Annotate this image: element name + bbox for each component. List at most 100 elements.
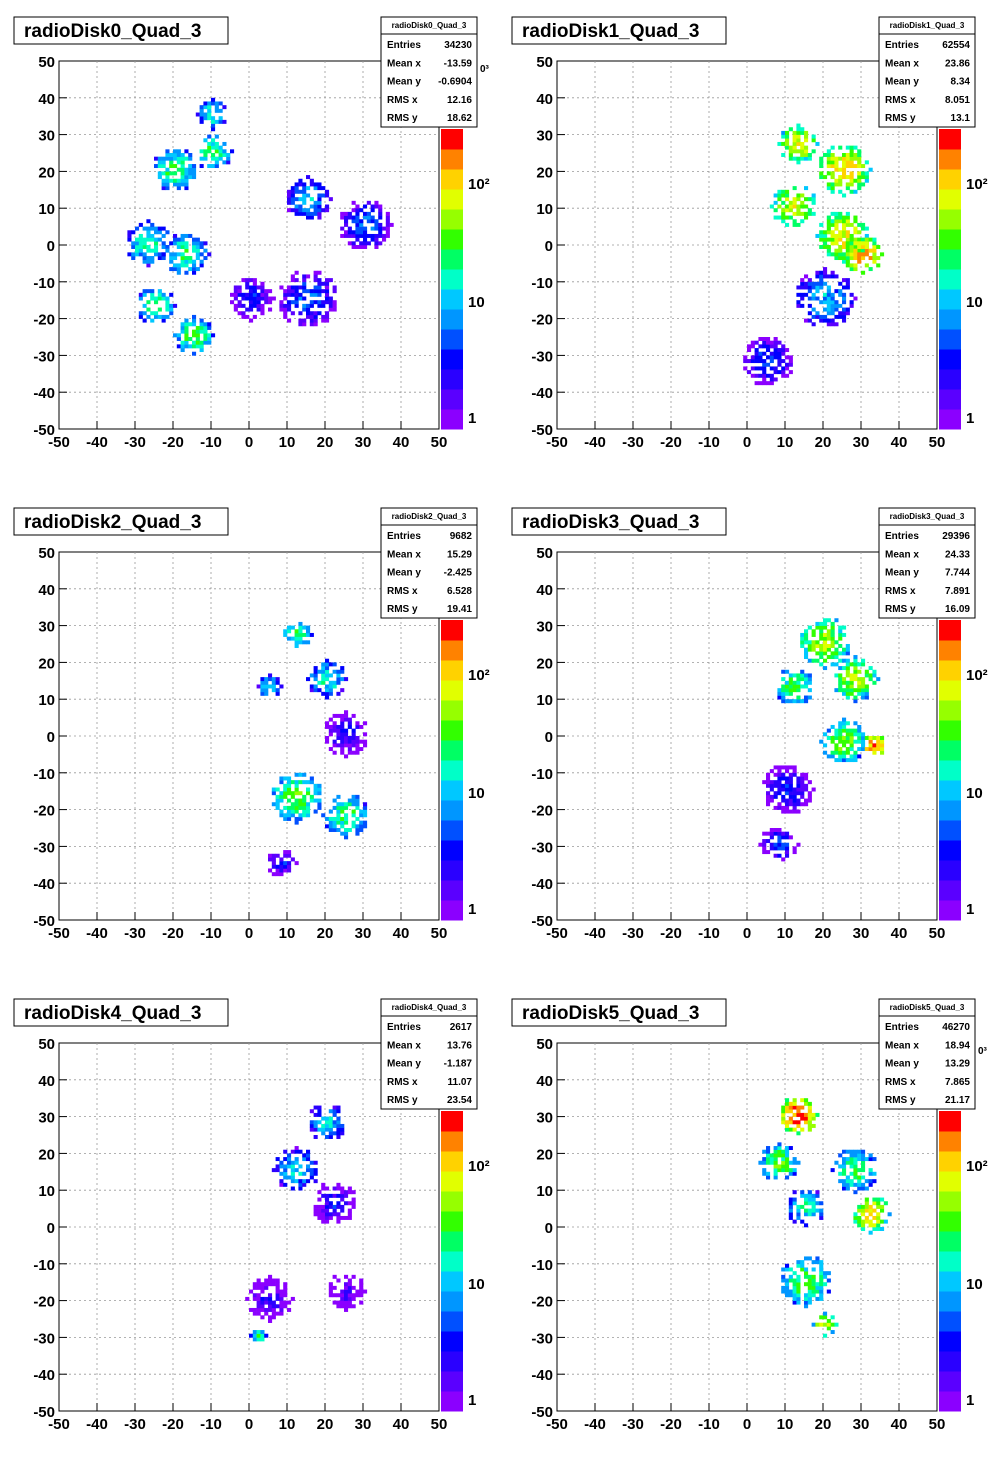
- heatmap-cell: [853, 695, 858, 700]
- heatmap-cell: [321, 1193, 326, 1198]
- heatmap-cell: [249, 318, 254, 323]
- heatmap-cell: [864, 178, 869, 183]
- heatmap-cell: [800, 1190, 805, 1195]
- heatmap-cell: [302, 1157, 307, 1162]
- heatmap-cell: [781, 1149, 786, 1154]
- palette-label: 1: [468, 901, 476, 918]
- heatmap-cell: [370, 233, 375, 238]
- heatmap-cell: [819, 314, 824, 319]
- heatmap-cell: [872, 736, 877, 740]
- heatmap-cell: [195, 329, 200, 334]
- heatmap-cell: [796, 285, 801, 290]
- heatmap-cell: [830, 636, 835, 641]
- heatmap-cell: [792, 1098, 797, 1103]
- heatmap-cell: [340, 831, 345, 836]
- heatmap-cell: [777, 370, 782, 375]
- heatmap-cell: [800, 673, 805, 678]
- heatmap-cell: [275, 787, 280, 792]
- heatmap-cell: [245, 296, 250, 301]
- stats-label: Mean y: [387, 1059, 421, 1070]
- heatmap-cell: [804, 787, 809, 792]
- heatmap-cell: [344, 1296, 349, 1301]
- heatmap-cell: [298, 621, 303, 626]
- heatmap-cell: [363, 824, 368, 829]
- heatmap-cell: [275, 1289, 280, 1294]
- heatmap-cell: [804, 632, 809, 637]
- stats-value: 16.09: [945, 604, 970, 615]
- heatmap-cell: [283, 1182, 288, 1187]
- heatmap-cell: [249, 296, 254, 301]
- heatmap-cell: [781, 669, 786, 674]
- heatmap-cell: [769, 359, 774, 364]
- heatmap-cell: [815, 270, 820, 275]
- heatmap-cell: [298, 813, 303, 818]
- heatmap-cell: [359, 241, 364, 246]
- heatmap-cell: [807, 281, 812, 286]
- heatmap-cell: [864, 1208, 869, 1213]
- palette-swatch: [441, 840, 463, 861]
- heatmap-cell: [853, 758, 858, 763]
- heatmap-cell: [347, 1296, 352, 1301]
- heatmap-cell: [271, 1304, 276, 1309]
- heatmap-cell: [853, 669, 858, 674]
- heatmap-cell: [146, 233, 151, 238]
- heatmap-cell: [328, 1127, 333, 1132]
- heatmap-cell: [309, 322, 314, 327]
- heatmap-cell: [154, 241, 159, 246]
- heatmap-cell: [766, 1160, 771, 1165]
- heatmap-cell: [214, 164, 219, 169]
- stats-label: Mean x: [387, 58, 421, 69]
- heatmap-cell: [762, 340, 767, 345]
- heatmap-cell: [853, 1160, 858, 1165]
- heatmap-cell: [807, 285, 812, 290]
- heatmap-cell: [804, 1282, 809, 1287]
- heatmap-cell: [777, 1164, 782, 1169]
- heatmap-cell: [838, 175, 843, 180]
- heatmap-cell: [359, 230, 364, 235]
- heatmap-cell: [777, 842, 782, 847]
- heatmap-cell: [173, 267, 178, 272]
- heatmap-cell: [161, 164, 166, 169]
- heatmap-cell: [842, 728, 847, 733]
- palette-swatch: [939, 1371, 961, 1392]
- heatmap-cell: [842, 691, 847, 696]
- heatmap-cell: [804, 1304, 809, 1309]
- heatmap-cell: [294, 809, 299, 814]
- heatmap-cell: [203, 322, 208, 327]
- heatmap-cell: [283, 868, 288, 873]
- heatmap-cell: [188, 337, 193, 341]
- heatmap-cell: [347, 211, 352, 216]
- heatmap-cell: [207, 333, 212, 338]
- heatmap-cell: [826, 219, 831, 224]
- heatmap-cell: [207, 108, 212, 113]
- heatmap-cell: [804, 1212, 809, 1217]
- heatmap-cell: [804, 1101, 809, 1106]
- heatmap-cell: [773, 805, 778, 810]
- heatmap-cell: [222, 160, 227, 165]
- heatmap-cell: [777, 831, 782, 836]
- heatmap-cell: [849, 171, 854, 176]
- heatmap-cell: [325, 296, 330, 301]
- heatmap-cell: [853, 256, 858, 261]
- heatmap-cell: [819, 632, 824, 637]
- heatmap-cell: [849, 1164, 854, 1169]
- heatmap-cell: [781, 1109, 786, 1114]
- heatmap-cell: [325, 285, 330, 290]
- heatmap-cell: [328, 691, 333, 696]
- stats-value: 7.744: [945, 568, 970, 579]
- heatmap-cell: [344, 802, 349, 807]
- heatmap-cell: [773, 337, 778, 341]
- palette-swatch: [441, 249, 463, 270]
- heatmap-cell: [792, 130, 797, 135]
- heatmap-cell: [861, 237, 866, 242]
- heatmap-cell: [161, 245, 166, 249]
- heatmap-cell: [283, 1164, 288, 1169]
- heatmap-cell: [781, 1157, 786, 1162]
- heatmap-cell: [294, 197, 299, 202]
- heatmap-cell: [347, 736, 352, 740]
- heatmap-cell: [203, 333, 208, 338]
- heatmap-cell: [317, 787, 322, 792]
- heatmap-cell: [317, 285, 322, 290]
- heatmap-cell: [340, 233, 345, 238]
- stats-label: RMS y: [885, 1095, 916, 1106]
